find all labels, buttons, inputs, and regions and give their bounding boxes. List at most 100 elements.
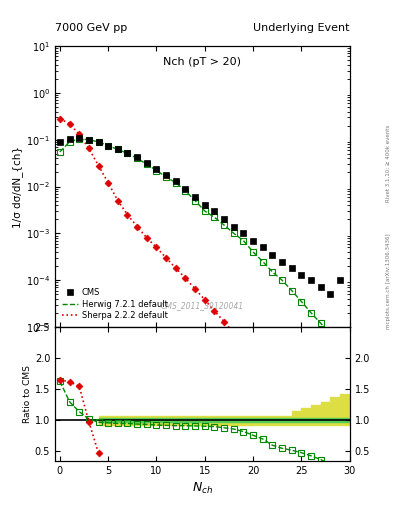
CMS [338,277,342,283]
Herwig 7.2.1 default [57,149,62,155]
Herwig 7.2.1 default [318,320,323,326]
CMS [328,291,333,297]
Herwig 7.2.1 default [173,180,178,186]
Sherpa 2.2.2 default [125,211,130,218]
Herwig 7.2.1 default [125,151,130,157]
Y-axis label: Ratio to CMS: Ratio to CMS [23,365,32,423]
Sherpa 2.2.2 default [164,255,169,261]
CMS [125,150,130,156]
Herwig 7.2.1 default [338,343,342,349]
CMS [261,244,265,250]
Herwig 7.2.1 default [289,288,294,294]
X-axis label: $N_{ch}$: $N_{ch}$ [192,481,213,496]
CMS [289,265,294,271]
Herwig 7.2.1 default [67,139,72,145]
Sherpa 2.2.2 default [154,244,159,250]
Line: Herwig 7.2.1 default: Herwig 7.2.1 default [60,139,340,346]
Herwig 7.2.1 default [299,298,304,305]
Herwig 7.2.1 default [145,161,149,167]
CMS [280,259,285,265]
CMS [231,223,236,229]
Herwig 7.2.1 default [193,198,198,204]
CMS [183,186,188,192]
Sherpa 2.2.2 default [145,235,149,241]
CMS [222,216,226,222]
Sherpa 2.2.2 default [106,180,110,186]
CMS [96,139,101,145]
Herwig 7.2.1 default [222,222,226,228]
CMS [173,178,178,184]
Sherpa 2.2.2 default [318,428,323,434]
Legend: CMS, Herwig 7.2.1 default, Sherpa 2.2.2 default: CMS, Herwig 7.2.1 default, Sherpa 2.2.2 … [59,286,170,323]
Sherpa 2.2.2 default [135,223,140,229]
CMS [193,194,198,200]
Sherpa 2.2.2 default [96,162,101,168]
Herwig 7.2.1 default [154,167,159,174]
Herwig 7.2.1 default [251,249,255,255]
Sherpa 2.2.2 default [57,116,62,122]
CMS [164,172,169,178]
CMS [57,139,62,145]
Herwig 7.2.1 default [106,142,110,148]
Sherpa 2.2.2 default [309,418,314,424]
Text: Rivet 3.1.10; ≥ 400k events: Rivet 3.1.10; ≥ 400k events [386,125,391,202]
Herwig 7.2.1 default [116,146,120,153]
Herwig 7.2.1 default [86,137,91,143]
Sherpa 2.2.2 default [202,297,207,303]
Herwig 7.2.1 default [212,214,217,220]
Sherpa 2.2.2 default [261,362,265,369]
Sherpa 2.2.2 default [212,308,217,314]
Sherpa 2.2.2 default [270,373,275,379]
Text: Underlying Event: Underlying Event [253,23,350,33]
Herwig 7.2.1 default [280,277,285,283]
Text: CMS_2011_S9120041: CMS_2011_S9120041 [161,301,244,310]
Sherpa 2.2.2 default [328,439,333,445]
Herwig 7.2.1 default [77,136,81,142]
CMS [77,135,81,141]
CMS [106,142,110,148]
Sherpa 2.2.2 default [289,395,294,401]
CMS [270,252,275,258]
CMS [154,166,159,172]
Herwig 7.2.1 default [183,188,188,194]
Sherpa 2.2.2 default [241,341,246,347]
Herwig 7.2.1 default [202,208,207,214]
Sherpa 2.2.2 default [193,286,198,292]
Line: CMS: CMS [57,135,343,297]
Herwig 7.2.1 default [270,269,275,275]
Herwig 7.2.1 default [261,259,265,265]
Sherpa 2.2.2 default [183,275,188,281]
Text: 7000 GeV pp: 7000 GeV pp [55,23,127,33]
Herwig 7.2.1 default [135,155,140,161]
Herwig 7.2.1 default [231,230,236,237]
CMS [251,238,255,244]
Sherpa 2.2.2 default [67,121,72,127]
Text: Nch (pT > 20): Nch (pT > 20) [163,57,241,67]
CMS [67,136,72,142]
CMS [202,202,207,208]
Sherpa 2.2.2 default [338,451,342,457]
Sherpa 2.2.2 default [173,265,178,271]
CMS [135,154,140,160]
Text: mcplots.cern.ch [arXiv:1306.3436]: mcplots.cern.ch [arXiv:1306.3436] [386,234,391,329]
Sherpa 2.2.2 default [77,131,81,137]
Herwig 7.2.1 default [241,238,246,244]
Sherpa 2.2.2 default [86,145,91,152]
Sherpa 2.2.2 default [116,198,120,204]
Herwig 7.2.1 default [96,139,101,145]
Sherpa 2.2.2 default [280,385,285,391]
Line: Sherpa 2.2.2 default: Sherpa 2.2.2 default [60,119,340,454]
Y-axis label: 1/σ dσ/dN_{ch}: 1/σ dσ/dN_{ch} [12,145,23,227]
CMS [145,160,149,166]
CMS [299,272,304,278]
Herwig 7.2.1 default [164,174,169,180]
CMS [318,284,323,290]
CMS [86,137,91,143]
Sherpa 2.2.2 default [299,406,304,412]
CMS [116,146,120,152]
Herwig 7.2.1 default [309,310,314,316]
Sherpa 2.2.2 default [222,318,226,325]
Herwig 7.2.1 default [328,331,333,337]
Sherpa 2.2.2 default [231,330,236,336]
CMS [241,230,246,237]
